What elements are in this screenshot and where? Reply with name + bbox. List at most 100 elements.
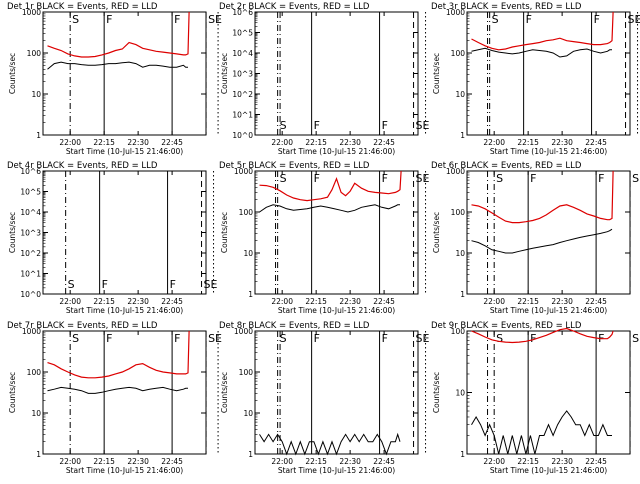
marker-label: S [496,172,503,185]
y-tick-label: 1 [460,290,465,299]
series-line-events [259,432,401,456]
x-tick-label: 22:15 [93,297,115,306]
marker-label: F [526,13,532,26]
chart-panel: Det 7r BLACK = Events, RED = LLD 1 10 100 10… [7,321,281,475]
series-line-events [47,61,188,70]
x-axis-label: Start Time (10-Jul-15 21:46:00) [278,466,395,475]
marker-label: SE [416,119,430,132]
series-line-lld [259,170,402,202]
y-tick-label: 1000 [446,8,465,17]
marker-label: SE [628,13,640,26]
x-tick-label: 22:15 [305,297,327,306]
marker-label: F [530,172,536,185]
y-axis-label: Counts/sec [8,212,17,253]
y-tick-label: 10 [455,389,465,398]
y-tick-label: 10^3 [232,70,253,79]
axis-box [254,11,419,136]
y-tick-label: 10^2 [20,249,41,258]
x-axis-label: Start Time (10-Jul-15 21:46:00) [278,147,395,156]
x-tick-label: 22:45 [161,457,183,466]
x-tick-label: 22:30 [127,297,149,306]
axis-box [42,330,207,455]
marker-label: SE [204,278,218,291]
x-tick-label: 22:00 [271,457,293,466]
chart-panel: Det 5r BLACK = Events, RED = LLD 1 10 100 10… [219,161,489,315]
chart-panel: Det 6r BLACK = Events, RED = LLD 1 10 100 10… [431,161,640,315]
marker-label: F [314,172,320,185]
y-tick-label: 10^4 [20,208,41,217]
x-tick-label: 22:00 [59,297,81,306]
chart-panel: Det 9r BLACK = Events, RED = LLD 1 10 100 Co… [431,321,640,475]
x-tick-label: 22:30 [127,457,149,466]
y-tick-label: 1 [460,131,465,140]
x-axis-label: Start Time (10-Jul-15 21:46:00) [66,306,183,315]
y-axis-label: Counts/sec [220,212,229,253]
x-tick-label: 22:45 [373,297,395,306]
marker-label: F [382,332,388,345]
x-tick-label: 22:45 [585,297,607,306]
y-tick-label: 10^4 [232,49,253,58]
marker-label: S [492,13,499,26]
y-tick-label: 100 [451,327,466,336]
marker-label: S [280,119,287,132]
marker-label: F [598,172,604,185]
x-axis-label: Start Time (10-Jul-15 21:46:00) [278,306,395,315]
x-tick-label: 22:00 [483,457,505,466]
x-tick-label: 22:30 [551,297,573,306]
marker-label: F [382,119,388,132]
y-tick-label: 1000 [234,167,253,176]
marker-label: F [106,332,112,345]
y-tick-label: 100 [27,368,42,377]
marker-label: SE [632,332,640,345]
axis-box [42,11,207,136]
chart-panel: Det 1r BLACK = Events, RED = LLD 1 10 100 10… [7,2,281,156]
x-tick-label: 22:00 [59,457,81,466]
x-tick-label: 22:30 [551,457,573,466]
y-tick-label: 10 [455,249,465,258]
panel-title: Det 4r BLACK = Events, RED = LLD [7,161,158,171]
series-line-events [47,386,188,394]
y-tick-label: 100 [239,208,254,217]
y-axis-label: Counts/sec [432,372,441,413]
x-tick-label: 22:45 [373,138,395,147]
x-tick-label: 22:15 [305,457,327,466]
marker-label: F [102,278,108,291]
marker-label: F [594,13,600,26]
marker-label: F [314,332,320,345]
marker-label: SE [416,172,430,185]
marker-label: S [72,332,79,345]
series-line-lld [47,330,190,379]
chart-panel: Det 8r BLACK = Events, RED = LLD 1 10 100 10… [219,321,489,475]
y-tick-label: 100 [451,208,466,217]
panel-title: Det 9r BLACK = Events, RED = LLD [431,321,582,331]
x-tick-label: 22:45 [585,457,607,466]
x-axis-label: Start Time (10-Jul-15 21:46:00) [490,306,607,315]
x-axis-label: Start Time (10-Jul-15 21:46:00) [490,147,607,156]
panel-title: Det 7r BLACK = Events, RED = LLD [7,321,158,331]
y-tick-label: 1 [248,290,253,299]
axis-box [254,330,419,455]
x-tick-label: 22:15 [517,138,539,147]
y-tick-label: 1 [460,450,465,459]
y-tick-label: 10 [243,249,253,258]
y-axis-label: Counts/sec [8,53,17,94]
y-tick-label: 100 [239,368,254,377]
chart-panel: Det 3r BLACK = Events, RED = LLD 1 10 100 10… [431,2,640,156]
x-tick-label: 22:30 [339,297,361,306]
marker-label: F [530,332,536,345]
series-line-events [471,410,612,455]
y-tick-label: 10^3 [20,229,41,238]
x-tick-label: 22:45 [161,297,183,306]
x-tick-label: 22:15 [517,297,539,306]
series-line-events [471,228,613,254]
x-tick-label: 22:00 [271,138,293,147]
x-tick-label: 22:30 [127,138,149,147]
y-tick-label: 10^6 [20,167,41,176]
series-line-lld [47,11,190,58]
x-tick-label: 22:30 [339,138,361,147]
y-tick-label: 10^0 [20,290,41,299]
y-axis-label: Counts/sec [432,53,441,94]
y-tick-label: 1000 [234,327,253,336]
